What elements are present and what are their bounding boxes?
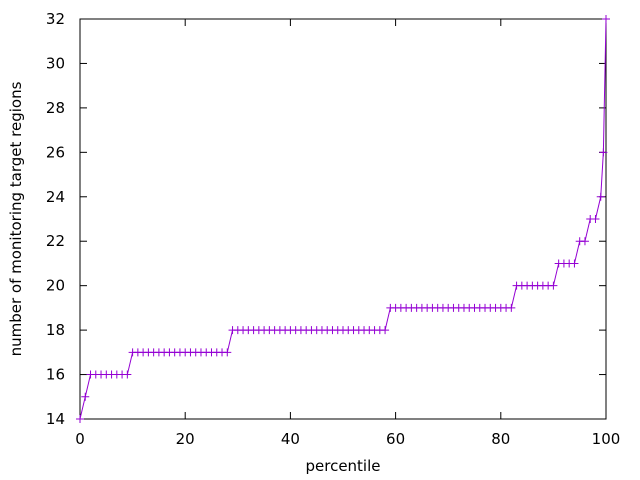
axes <box>79 18 607 420</box>
x-tick-label: 40 <box>281 430 300 448</box>
data-point-marker <box>76 415 84 423</box>
y-axis-label: number of monitoring target regions <box>7 81 25 356</box>
y-tick-label: 24 <box>46 188 65 206</box>
data-point-marker <box>602 15 610 23</box>
data-point-marker <box>570 259 579 268</box>
y-tick-label: 26 <box>46 143 65 161</box>
y-tick-label: 20 <box>46 277 65 295</box>
ticks: 0 20 40 60 80 100 14 16 18 20 22 24 26 28 30 32 <box>46 10 620 448</box>
x-tick-label: 20 <box>176 430 195 448</box>
data-point-marker <box>123 370 132 379</box>
plot-frame <box>79 18 607 420</box>
y-tick-label: 18 <box>46 321 65 339</box>
x-tick-label: 100 <box>592 430 621 448</box>
data-point-marker <box>580 237 589 246</box>
data-point-marker <box>596 192 605 201</box>
data-point-marker <box>223 348 232 357</box>
data-point-marker <box>81 392 90 401</box>
data-point-marker <box>381 326 390 335</box>
y-tick-label: 32 <box>46 10 65 28</box>
data-point-marker <box>549 281 558 290</box>
y-tick-label: 28 <box>46 99 65 117</box>
data-point-marker <box>507 303 516 312</box>
x-tick-label: 60 <box>386 430 405 448</box>
x-tick-label: 0 <box>75 430 85 448</box>
series <box>76 15 610 423</box>
data-point-marker <box>599 148 608 157</box>
x-tick-label: 80 <box>491 430 510 448</box>
y-tick-label: 14 <box>46 410 65 428</box>
y-tick-label: 16 <box>46 366 65 384</box>
y-tick-label: 22 <box>46 232 65 250</box>
series-line <box>79 18 607 420</box>
data-point-marker <box>591 215 600 223</box>
x-axis-label: percentile <box>305 457 380 475</box>
y-tick-label: 30 <box>46 54 65 72</box>
